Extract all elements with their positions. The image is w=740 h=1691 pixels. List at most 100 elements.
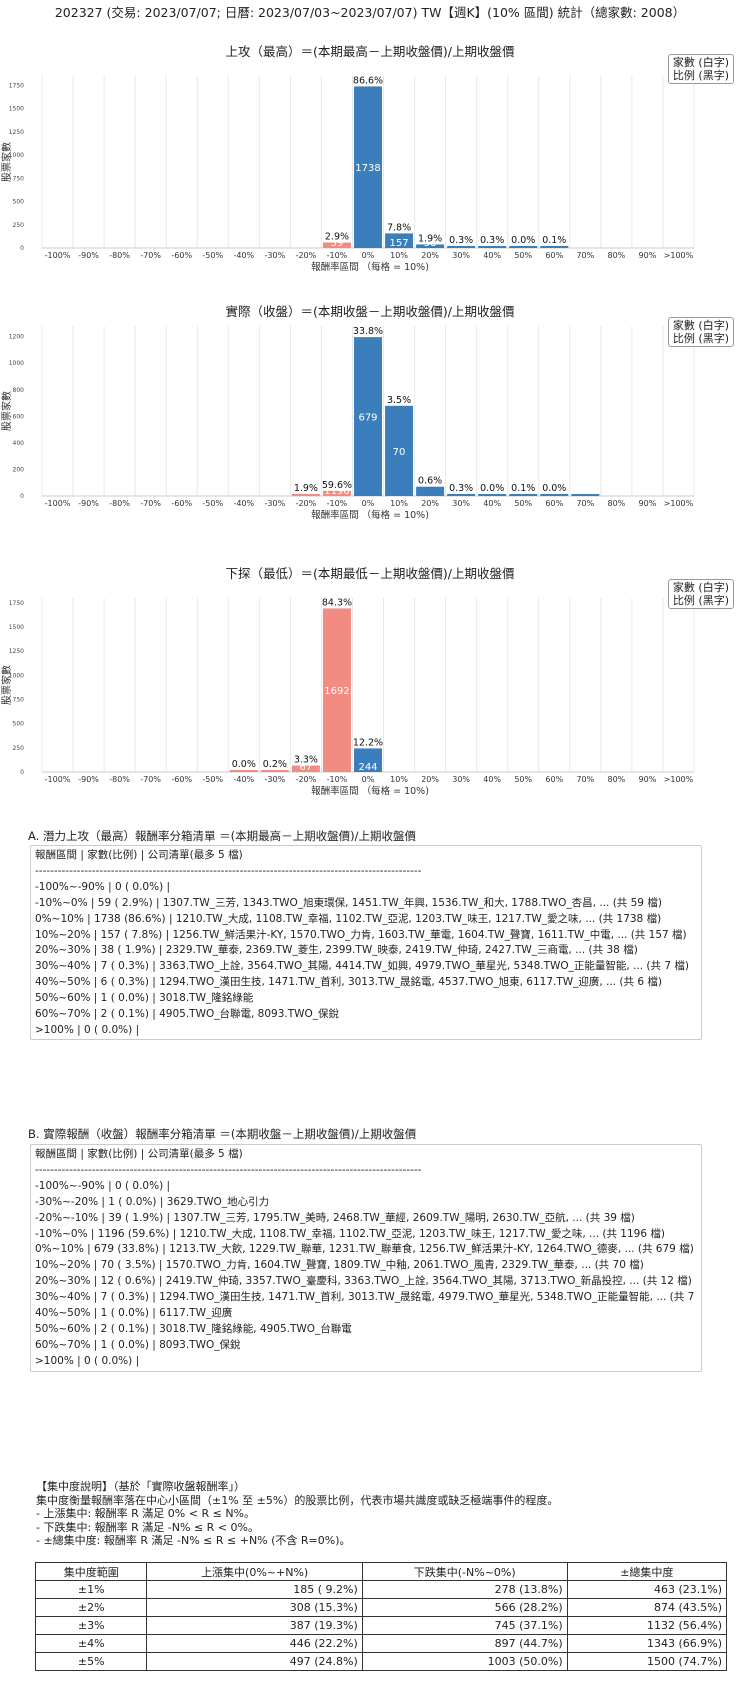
x-tick-label: 60% — [545, 775, 563, 784]
y-axis-label: 股票家數 — [0, 391, 13, 431]
table-cell: ±4% — [34, 1634, 148, 1653]
x-tick-label: -50% — [202, 499, 223, 508]
bar — [354, 748, 382, 772]
x-tick-label: 50% — [514, 251, 532, 260]
list-line: 報酬區間 | 家數(比例) | 公司清單(最多 5 檔) — [35, 1148, 243, 1160]
y-tick-label: 1200 — [9, 334, 24, 341]
bar — [385, 233, 414, 248]
y-tick-label: 500 — [13, 199, 25, 206]
bar — [447, 494, 476, 496]
y-tick-label: 1500 — [9, 106, 24, 113]
x-axis-label: 報酬率區間 （每格 = 10%) — [311, 785, 429, 797]
x-tick-label: 70% — [576, 775, 594, 784]
chart-upside: 上攻（最高）＝(本期最高－上期收盤價)/上期收盤價 0 250 500 750 1000… — [0, 36, 740, 290]
bar — [322, 242, 351, 248]
percent-label: 0.6% — [418, 476, 442, 487]
percent-label: 86.6% — [353, 75, 383, 86]
count-label: 39 — [300, 486, 313, 497]
x-tick-label: -20% — [296, 499, 317, 508]
percent-label: 0.2% — [263, 759, 287, 770]
bar — [478, 494, 507, 496]
x-tick-label: 70% — [576, 499, 594, 508]
list-line: 60%~70% | 1 ( 0.0%) | 8093.TWO_保銳 — [35, 1338, 241, 1351]
list-line: 10%~20% | 70 ( 3.5%) | 1570.TWO_力肯, 1604… — [35, 1259, 644, 1272]
x-tick-label: -40% — [233, 775, 254, 784]
x-tick-label: -70% — [140, 499, 161, 508]
table-cell: 1343 (66.9%) — [566, 1634, 728, 1653]
x-tick-label: 0% — [362, 775, 375, 784]
table-cell: 387 (19.3%) — [146, 1616, 363, 1635]
table-row: ±3% 387 (19.3%) 745 (37.1%) 1132 (56.4%) — [34, 1616, 728, 1635]
note-line: 【集中度說明】（基於「實際收盤報酬率」） — [36, 1480, 245, 1493]
table-cell: 1003 (50.0%) — [361, 1652, 568, 1671]
bar — [291, 494, 320, 496]
y-tick-label: 750 — [13, 697, 25, 704]
legend-ratio-label: 比例 (黑字) — [672, 69, 729, 82]
list-b-box: 報酬區間 | 家數(比例) | 公司清單(最多 5 檔) ------------… — [30, 1144, 702, 1372]
bar — [322, 490, 351, 496]
x-tick-label: -20% — [296, 251, 317, 260]
y-tick-label: 1500 — [9, 624, 24, 631]
y-tick-label: 1000 — [9, 360, 24, 367]
list-line: 30%~40% | 7 ( 0.3%) | 3363.TWO_上詮, 3564.… — [35, 960, 689, 973]
percent-label: 0.0% — [232, 759, 256, 770]
page-title: 202327 (交易: 2023/07/07; 日曆: 2023/07/03~2… — [54, 5, 686, 20]
x-tick-label: -80% — [109, 775, 130, 784]
x-tick-label: -10% — [327, 251, 348, 260]
list-line: 60%~70% | 2 ( 0.1%) | 4905.TWO_台聯電, 8093… — [35, 1008, 340, 1021]
list-line: 50%~60% | 2 ( 0.1%) | 3018.TW_隆銘綠能, 4905… — [35, 1322, 352, 1335]
y-tick-label: 750 — [13, 175, 25, 182]
chart-upside-svg: 0 250 500 750 1000 1250 1500 1750 股票家數 -100% -90% -… — [0, 75, 695, 273]
x-tick-label: >100% — [664, 251, 694, 260]
percent-label: 0.0% — [480, 483, 504, 494]
count-label: 70 — [393, 447, 406, 458]
bar — [540, 246, 569, 248]
list-a-box: 報酬區間 | 家數(比例) | 公司清單(最多 5 檔) ------------… — [30, 845, 702, 1040]
legend-count-label: 家數 (白字) — [672, 56, 729, 69]
count-label: 157 — [390, 238, 409, 249]
table-cell: 185 ( 9.2%) — [146, 1580, 363, 1599]
list-line: -10%~0% | 59 ( 2.9%) | 1307.TW_三芳, 1343.… — [35, 896, 662, 909]
list-line: 報酬區間 | 家數(比例) | 公司清單(最多 5 檔) — [35, 849, 243, 861]
list-line: 50%~60% | 1 ( 0.0%) | 3018.TW_隆銘綠能 — [35, 992, 254, 1005]
x-tick-label: 10% — [390, 775, 408, 784]
x-tick-label: 90% — [639, 499, 657, 508]
list-line: 40%~50% | 6 ( 0.3%) | 1294.TWO_漢田生技, 147… — [35, 976, 662, 989]
x-tick-label: -50% — [202, 775, 223, 784]
percent-label: 2.9% — [325, 232, 349, 243]
x-tick-label: 10% — [390, 251, 408, 260]
list-line: -100%~-90% | 0 ( 0.0%) | — [35, 880, 171, 893]
bar — [416, 244, 445, 248]
list-b-title: B. 實際報酬（收盤）報酬率分箱清單 ＝(本期收盤－上期收盤價)/上期收盤價 — [28, 1127, 417, 1141]
x-tick-label: -30% — [265, 499, 286, 508]
x-tick-label: 90% — [639, 775, 657, 784]
y-tick-label: 800 — [13, 387, 25, 394]
x-tick-label: 0% — [362, 251, 375, 260]
x-tick-label: 30% — [452, 499, 470, 508]
legend-count-label: 家數 (白字) — [672, 581, 729, 594]
chart-actual-svg: 0 200 400 600 800 1000 1200 股票家數 -100% -90% -80% -7… — [0, 326, 695, 521]
table-cell: 1500 (74.7%) — [566, 1652, 728, 1671]
list-line: 0%~10% | 1738 (86.6%) | 1210.TW_大成, 1108… — [35, 912, 662, 925]
y-tick-label: 250 — [13, 745, 25, 752]
count-label: 1196 — [324, 486, 349, 497]
x-tick-label: 80% — [607, 775, 625, 784]
bar — [571, 494, 600, 496]
table-header-cell: ±總集中度 — [566, 1562, 728, 1581]
concentration-note: 【集中度說明】（基於「實際收盤報酬率」） 集中度衡量報酬率落在中心小區間（±1% … — [36, 1480, 558, 1548]
list-line: -30%~-20% | 1 ( 0.0%) | 3629.TWO_地心引力 — [35, 1195, 270, 1208]
percent-label: 3.5% — [387, 395, 411, 406]
x-tick-label: 20% — [421, 775, 439, 784]
x-tick-label: 30% — [452, 251, 470, 260]
y-tick-label: 1250 — [9, 129, 24, 136]
count-label: 38 — [424, 238, 437, 249]
percent-label: 12.2% — [353, 737, 383, 748]
x-tick-label: >100% — [664, 775, 694, 784]
x-axis-label: 報酬率區間 （每格 = 10%) — [311, 509, 429, 521]
bar — [229, 770, 258, 772]
chart-legend: 家數 (白字) 比例 (黑字) — [667, 54, 734, 84]
x-tick-label: 20% — [421, 499, 439, 508]
list-line: 20%~30% | 12 ( 0.6%) | 2419.TW_仲琦, 3357.… — [35, 1275, 692, 1288]
bar — [509, 494, 538, 496]
table-header-cell: 集中度範圍 — [34, 1562, 148, 1581]
